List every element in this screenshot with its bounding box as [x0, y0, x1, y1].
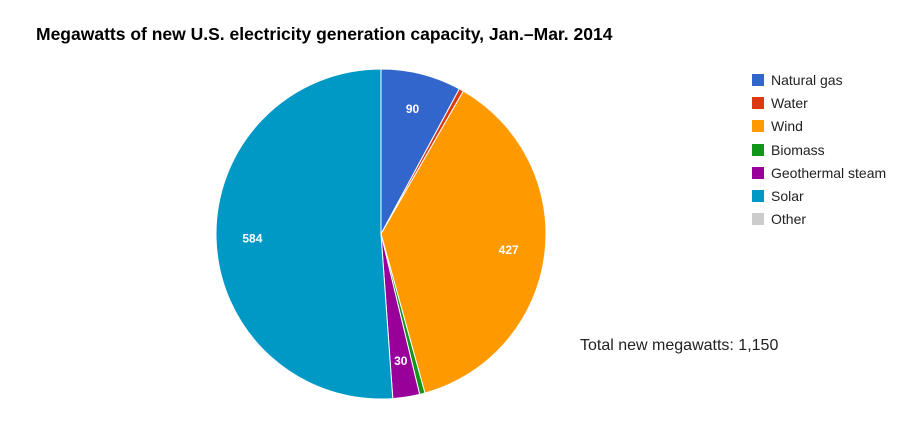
legend-swatch [752, 120, 764, 133]
legend-label: Geothermal steam [771, 164, 887, 181]
slice-label-solar: 584 [242, 232, 262, 246]
legend-item-solar: Solar [752, 184, 886, 207]
legend-swatch [752, 143, 764, 156]
legend-label: Water [771, 94, 808, 111]
legend-label: Solar [771, 188, 804, 205]
pie-slice-labels: 90 427 30 584 [242, 102, 519, 368]
legend-swatch [752, 190, 764, 203]
legend-item-wind: Wind [752, 115, 886, 138]
legend-item-natural-gas: Natural gas [752, 68, 886, 91]
legend-swatch [752, 96, 764, 109]
legend: Natural gas Water Wind Biomass Geothermal st… [752, 68, 886, 231]
legend-label: Biomass [771, 141, 825, 158]
chart-title: Megawatts of new U.S. electricity genera… [36, 24, 613, 44]
slice-label-wind: 427 [499, 243, 519, 257]
pie-slice-solar [215, 68, 394, 400]
legend-label: Other [771, 211, 807, 228]
legend-swatch [752, 166, 764, 179]
slice-label-natural-gas: 90 [406, 102, 420, 116]
legend-item-water: Water [752, 91, 886, 114]
total-annotation: Total new megawatts: 1,150 [580, 337, 779, 354]
legend-swatch [752, 213, 764, 226]
legend-swatch [752, 73, 764, 86]
legend-label: Wind [771, 118, 803, 135]
slice-label-geothermal-steam: 30 [394, 354, 408, 368]
legend-item-other: Other [752, 208, 886, 231]
pie-slice-wind [380, 90, 547, 394]
legend-item-geothermal-steam: Geothermal steam [752, 161, 886, 184]
legend-item-biomass: Biomass [752, 138, 886, 161]
pie-slices [215, 68, 547, 400]
legend-label: Natural gas [771, 71, 843, 88]
